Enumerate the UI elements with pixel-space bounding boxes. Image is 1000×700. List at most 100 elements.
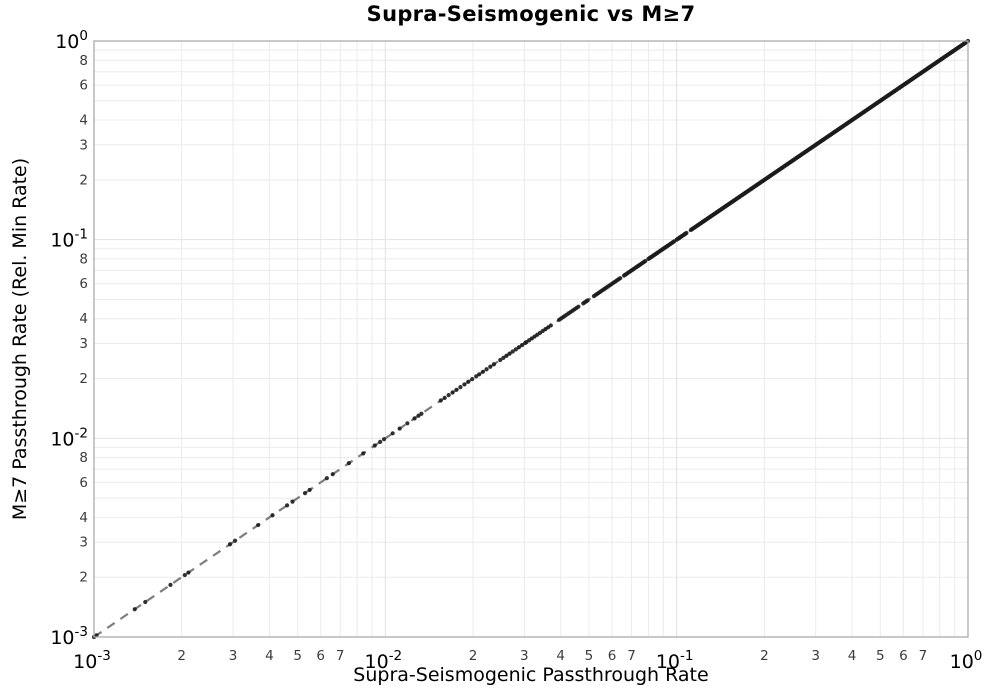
data-point xyxy=(302,491,308,496)
data-point xyxy=(442,395,447,400)
minor-tick-label: 2 xyxy=(469,648,478,664)
data-point xyxy=(186,570,191,575)
data-point xyxy=(450,390,455,395)
minor-tick-label: 8 xyxy=(79,450,88,466)
data-point xyxy=(307,487,312,493)
major-tick-label: 10-2 xyxy=(50,425,88,450)
data-point xyxy=(488,364,493,369)
major-tick-label: 100 xyxy=(55,28,88,53)
minor-tick-label: 2 xyxy=(79,570,88,586)
minor-tick-label: 6 xyxy=(608,648,617,664)
minor-tick-label: 3 xyxy=(811,648,820,664)
data-point xyxy=(585,298,590,303)
data-point xyxy=(397,426,402,431)
data-point xyxy=(324,476,329,481)
minor-tick-label: 8 xyxy=(79,251,88,267)
data-point xyxy=(643,259,648,264)
data-point xyxy=(576,304,581,309)
data-point xyxy=(484,367,489,372)
data-point xyxy=(270,513,275,518)
data-point xyxy=(346,461,352,466)
data-point xyxy=(507,351,512,356)
data-point xyxy=(227,542,233,547)
minor-tick-label: 4 xyxy=(848,648,857,664)
data-point xyxy=(290,499,295,504)
data-point xyxy=(419,411,424,416)
minor-tick-label: 7 xyxy=(627,648,636,664)
major-tick-label: 100 xyxy=(950,648,983,673)
data-point xyxy=(405,421,410,426)
major-tick-label: 10-1 xyxy=(656,648,694,673)
data-point xyxy=(182,572,187,578)
minor-tick-label: 2 xyxy=(79,371,88,387)
minor-tick-label: 5 xyxy=(293,648,302,664)
data-point xyxy=(361,451,366,456)
minor-tick-label: 4 xyxy=(79,113,88,129)
data-point xyxy=(412,416,417,421)
data-point xyxy=(232,538,238,543)
minor-tick-label: 6 xyxy=(79,276,88,292)
minor-tick-label: 5 xyxy=(585,648,594,664)
scatter-points xyxy=(91,38,971,640)
data-point xyxy=(618,276,623,281)
minor-tick-label: 3 xyxy=(79,137,88,153)
data-point xyxy=(390,431,395,436)
data-point xyxy=(438,398,443,403)
minor-tick-label: 3 xyxy=(79,336,88,352)
data-point xyxy=(454,387,459,392)
minor-tick-label: 2 xyxy=(177,648,186,664)
data-point xyxy=(132,607,137,612)
major-tick-label: 10-3 xyxy=(73,648,111,673)
data-point xyxy=(94,633,99,638)
minor-tick-label: 6 xyxy=(79,78,88,94)
minor-tick-label: 2 xyxy=(79,172,88,188)
data-point xyxy=(378,439,383,444)
minor-tick-label: 6 xyxy=(316,648,325,664)
data-point xyxy=(519,342,525,348)
data-point xyxy=(462,382,467,387)
minor-tick-label: 5 xyxy=(876,648,885,664)
data-point xyxy=(256,522,261,528)
data-point xyxy=(548,323,553,328)
data-point xyxy=(470,376,475,382)
major-tick-label: 10-1 xyxy=(50,227,88,252)
minor-tick-label: 7 xyxy=(919,648,928,664)
minor-tick-label: 4 xyxy=(265,648,274,664)
minor-tick-label: 8 xyxy=(79,53,88,69)
minor-tick-label: 4 xyxy=(556,648,565,664)
chart-title: Supra-Seismogenic vs M≥7 xyxy=(366,2,696,26)
data-point xyxy=(516,345,522,350)
y-tick-labels: 100 10-1 10-2 10-3 8 6 4 3 2 8 6 4 3 2 8 6 4 3 2 xyxy=(50,28,88,649)
data-point xyxy=(458,385,463,390)
data-point xyxy=(446,393,451,398)
data-point xyxy=(143,599,148,605)
data-point xyxy=(168,582,173,587)
major-tick-label: 10-3 xyxy=(50,624,88,649)
data-point xyxy=(474,374,479,379)
data-point xyxy=(372,443,377,448)
data-point xyxy=(684,230,689,236)
grid-minor xyxy=(94,41,968,637)
data-point xyxy=(284,503,290,508)
minor-tick-label: 3 xyxy=(79,535,88,551)
data-point xyxy=(510,349,515,354)
data-point xyxy=(330,472,335,477)
data-point xyxy=(498,357,503,363)
minor-tick-label: 6 xyxy=(79,475,88,491)
data-point xyxy=(491,362,497,367)
major-tick-label: 10-2 xyxy=(365,648,403,673)
data-point xyxy=(466,379,471,384)
data-point xyxy=(477,372,482,377)
x-axis-label: Supra-Seismogenic Passthrough Rate xyxy=(353,664,709,686)
minor-tick-label: 3 xyxy=(520,648,529,664)
minor-tick-label: 4 xyxy=(79,510,88,526)
minor-tick-label: 3 xyxy=(229,648,238,664)
minor-tick-label: 4 xyxy=(79,311,88,327)
minor-tick-label: 7 xyxy=(336,648,345,664)
data-point xyxy=(480,369,485,374)
plot-border xyxy=(93,40,969,638)
data-point xyxy=(513,347,518,352)
data-point xyxy=(504,353,509,358)
